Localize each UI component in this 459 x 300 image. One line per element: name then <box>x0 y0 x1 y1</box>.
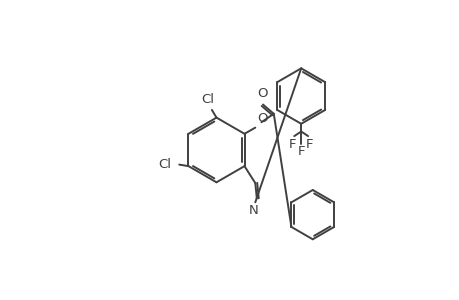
Text: Cl: Cl <box>157 158 170 171</box>
Text: F: F <box>305 138 313 151</box>
Text: O: O <box>257 87 267 100</box>
Text: O: O <box>257 112 268 125</box>
Text: N: N <box>248 204 258 217</box>
Text: F: F <box>297 145 304 158</box>
Text: F: F <box>288 138 296 151</box>
Text: Cl: Cl <box>200 93 213 106</box>
